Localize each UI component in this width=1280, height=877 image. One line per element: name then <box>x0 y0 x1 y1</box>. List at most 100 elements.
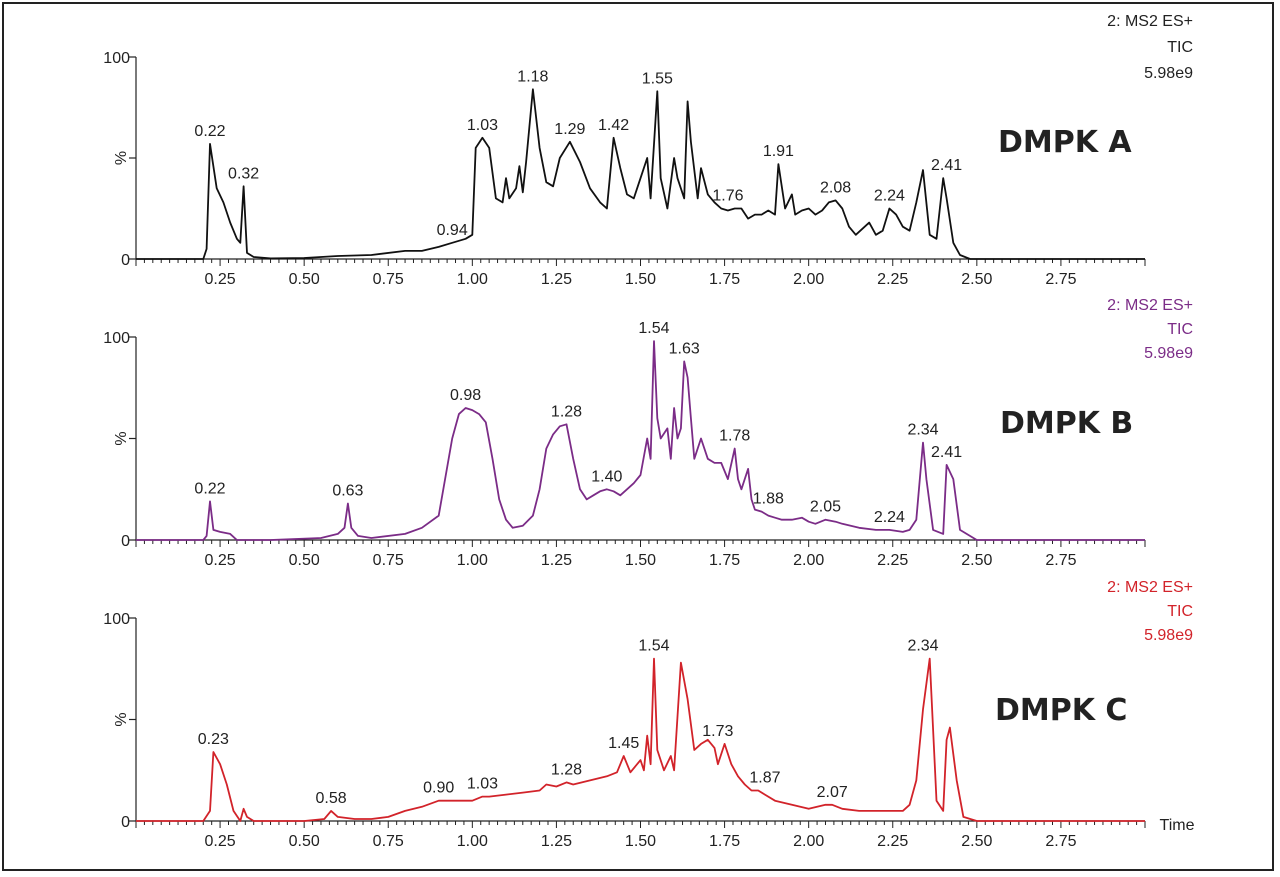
peak-label: 1.28 <box>551 761 582 778</box>
x-tick-label: 2.75 <box>1045 833 1076 850</box>
peak-label: 2.41 <box>931 444 962 461</box>
x-axis-title: Time <box>1160 817 1195 834</box>
y-tick-label: % <box>113 151 130 165</box>
peak-label: 1.55 <box>642 70 673 87</box>
peak-label: 0.32 <box>228 165 259 182</box>
trace-header-line: 2: MS2 ES+ <box>1107 297 1193 314</box>
peak-label: 1.42 <box>598 117 629 134</box>
peak-label: 1.28 <box>551 403 582 420</box>
peak-label: 0.94 <box>437 222 468 239</box>
x-tick-label: 2.75 <box>1045 271 1076 288</box>
y-tick-label: 100 <box>103 50 130 67</box>
peak-label: 2.08 <box>820 179 851 196</box>
chart-panel-2: 0% 100 0.25 0.50 0.75 1.00 1.25 1.50 1.75 2.00 2.2… <box>103 297 1193 569</box>
panel-title: DMPK C <box>995 693 1127 728</box>
x-tick-label: 1.75 <box>709 833 740 850</box>
y-tick-label: % <box>113 431 130 445</box>
peak-label: 0.90 <box>423 780 454 797</box>
x-tick-label: 1.00 <box>457 833 488 850</box>
chromatogram-trace <box>136 88 1145 260</box>
chromatogram-trace <box>136 657 1145 822</box>
trace-header-line: TIC <box>1167 321 1193 338</box>
trace-header-line: TIC <box>1167 39 1193 56</box>
peak-label: 1.73 <box>702 723 733 740</box>
x-tick-label: 0.75 <box>373 271 404 288</box>
x-tick-label: 2.50 <box>961 271 992 288</box>
peak-label: 1.40 <box>591 468 622 485</box>
trace-header-line: 5.98e9 <box>1144 65 1193 82</box>
x-tick-label: 2.25 <box>877 271 908 288</box>
y-tick-label: 0 <box>121 252 130 269</box>
x-tick-label: 1.25 <box>541 552 572 569</box>
x-tick-label: 1.00 <box>457 552 488 569</box>
peak-label: 1.78 <box>719 428 750 445</box>
peak-label: 1.29 <box>554 121 585 138</box>
trace-header-line: TIC <box>1167 603 1193 620</box>
x-tick-label: 2.25 <box>877 552 908 569</box>
x-tick-label: 1.25 <box>541 833 572 850</box>
trace-header-line: 2: MS2 ES+ <box>1107 13 1193 30</box>
peak-label: 1.91 <box>763 143 794 160</box>
peak-label: 0.58 <box>316 790 347 807</box>
x-tick-label: 0.50 <box>289 552 320 569</box>
peak-label: 2.41 <box>931 157 962 174</box>
x-tick-label: 2.50 <box>961 552 992 569</box>
chart-panel-1: 0% 100 0.25 0.50 0.75 1.00 1.25 1.50 1.75 2.00 2.2… <box>103 13 1193 288</box>
peak-label: 0.22 <box>194 480 225 497</box>
peak-label: 1.88 <box>753 491 784 508</box>
peak-label: 1.03 <box>467 117 498 134</box>
peak-label: 1.45 <box>608 735 639 752</box>
x-tick-label: 2.00 <box>793 552 824 569</box>
x-tick-label: 1.50 <box>625 271 656 288</box>
x-tick-label: 1.75 <box>709 271 740 288</box>
y-tick-label: 0 <box>121 533 130 550</box>
x-tick-label: 2.75 <box>1045 552 1076 569</box>
x-tick-label: 1.75 <box>709 552 740 569</box>
x-tick-label: 1.50 <box>625 552 656 569</box>
peak-label: 1.54 <box>638 638 669 655</box>
peak-label: 2.24 <box>874 509 905 526</box>
chromatogram-trace <box>136 340 1145 541</box>
x-tick-label: 0.75 <box>373 552 404 569</box>
peak-label: 2.34 <box>907 638 938 655</box>
y-tick-label: 100 <box>103 611 130 628</box>
peak-label: 0.23 <box>198 731 229 748</box>
x-tick-label: 1.25 <box>541 271 572 288</box>
peak-label: 2.34 <box>907 422 938 439</box>
x-tick-label: 0.50 <box>289 271 320 288</box>
x-tick-label: 0.25 <box>205 552 236 569</box>
x-tick-label: 2.00 <box>793 833 824 850</box>
trace-header-line: 5.98e9 <box>1144 345 1193 362</box>
x-tick-label: 0.25 <box>205 271 236 288</box>
x-tick-label: 2.50 <box>961 833 992 850</box>
peak-label: 1.76 <box>712 188 743 205</box>
peak-label: 0.63 <box>332 482 363 499</box>
chart-panel-3: 0% 100 0.25 0.50 0.75 1.00 1.25 1.50 1.75 2.00 2.2… <box>103 579 1194 850</box>
x-tick-label: 2.00 <box>793 271 824 288</box>
y-tick-label: 0 <box>121 814 130 831</box>
peak-label: 2.07 <box>817 784 848 801</box>
panel-title: DMPK B <box>1000 406 1133 441</box>
peak-label: 1.18 <box>517 68 548 85</box>
peak-label: 1.87 <box>749 770 780 787</box>
trace-header-line: 5.98e9 <box>1144 627 1193 644</box>
peak-label: 2.05 <box>810 499 841 516</box>
peak-label: 1.63 <box>669 340 700 357</box>
x-tick-label: 0.25 <box>205 833 236 850</box>
y-tick-label: 100 <box>103 330 130 347</box>
x-tick-label: 1.00 <box>457 271 488 288</box>
x-tick-label: 1.50 <box>625 833 656 850</box>
panel-title: DMPK A <box>998 125 1132 160</box>
peak-label: 1.03 <box>467 776 498 793</box>
peak-label: 2.24 <box>874 188 905 205</box>
peak-label: 0.98 <box>450 387 481 404</box>
y-tick-label: % <box>113 712 130 726</box>
x-tick-label: 0.50 <box>289 833 320 850</box>
peak-label: 0.22 <box>194 123 225 140</box>
trace-header-line: 2: MS2 ES+ <box>1107 579 1193 596</box>
x-tick-label: 0.75 <box>373 833 404 850</box>
x-tick-label: 2.25 <box>877 833 908 850</box>
peak-label: 1.54 <box>638 320 669 337</box>
